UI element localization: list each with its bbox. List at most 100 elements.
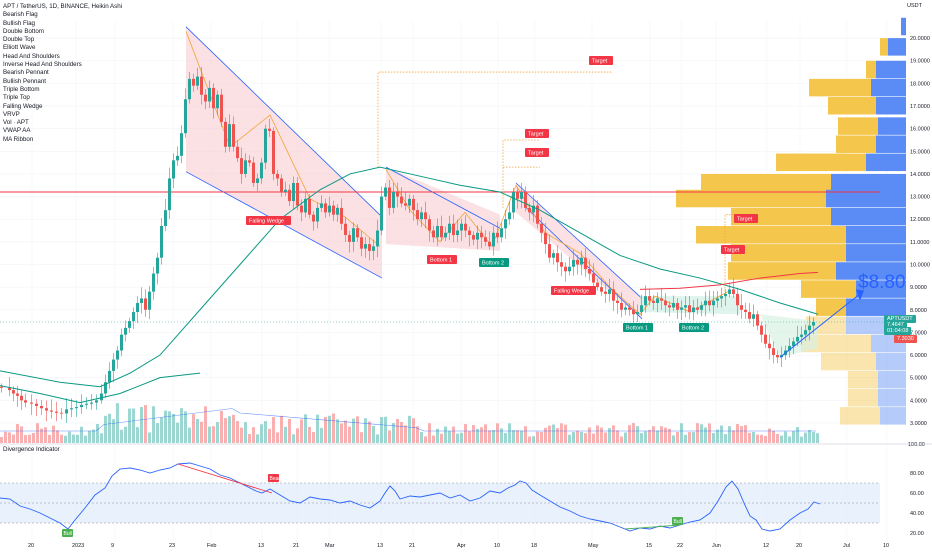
y-tick-label: 9.0000: [910, 285, 927, 291]
candle-body: [644, 296, 647, 306]
volume-profile-bar: [856, 280, 906, 298]
volume-bar: [300, 419, 303, 443]
indicator-item[interactable]: VWAP AA: [3, 127, 31, 135]
volume-profile-bar: [848, 370, 878, 389]
volume-bar: [100, 433, 103, 443]
candle-body: [164, 210, 167, 226]
candle-body: [804, 330, 807, 335]
volume-bar: [368, 421, 371, 443]
indicator-item[interactable]: Double Bottom: [3, 27, 44, 35]
chart-title[interactable]: APT / TetherUS, 1D, BINANCE, Heikin Ashi: [3, 3, 123, 10]
candle-body: [284, 189, 287, 193]
volume-bar: [480, 427, 483, 443]
volume-bar: [132, 408, 135, 443]
y-tick-label: 14.0000: [910, 172, 930, 178]
indicator-item[interactable]: Falling Wedge: [3, 102, 43, 110]
volume-bar: [88, 430, 91, 443]
volume-bar: [120, 429, 123, 443]
candle-body: [288, 189, 291, 202]
candle-body: [648, 296, 651, 301]
volume-bar: [584, 433, 587, 443]
candle-body: [812, 321, 815, 326]
osc-y-tick-label: 20.00: [910, 531, 924, 537]
volume-bar: [232, 414, 235, 443]
volume-bar: [108, 413, 111, 443]
volume-bar: [700, 424, 703, 443]
volume-bar: [532, 436, 535, 443]
candle-body: [200, 76, 203, 95]
candle-body: [724, 293, 727, 297]
x-tick-label: Mar: [325, 543, 335, 549]
indicator-item[interactable]: Triple Bottom: [3, 85, 40, 93]
y-tick-label: 18.0000: [910, 81, 930, 87]
candle-body: [312, 214, 315, 222]
candle-body: [704, 300, 707, 306]
double-bottom-area: [386, 167, 500, 251]
pattern-label: Bottom 2: [482, 261, 504, 267]
candle-body: [332, 205, 335, 215]
volume-bar: [60, 434, 63, 443]
volume-bar: [40, 428, 43, 443]
volume-bar: [764, 435, 767, 443]
indicator-item[interactable]: MA Ribbon: [3, 135, 34, 143]
candle-body: [308, 198, 311, 215]
candle-body: [116, 350, 119, 360]
candle-body: [624, 307, 627, 310]
volume-bar: [544, 427, 547, 443]
candle-body: [324, 203, 327, 213]
volume-profile-bar: [871, 78, 906, 97]
indicator-item[interactable]: Double Top: [3, 36, 35, 44]
indicator-item[interactable]: Triple Top: [3, 94, 30, 102]
candle-body: [144, 298, 147, 310]
signal-label-bg: [672, 517, 683, 525]
volume-bar: [472, 425, 475, 443]
volume-profile: [676, 17, 906, 425]
volume-bar: [696, 423, 699, 443]
indicator-list: Bearish Flag Bullish Flag Double Bottom Dou…: [3, 11, 122, 144]
candle-body: [340, 207, 343, 224]
indicator-item[interactable]: Bearish Flag: [3, 11, 38, 19]
x-tick-label: 12: [763, 543, 769, 549]
candle-body: [70, 408, 73, 410]
candle-body: [272, 130, 275, 174]
volume-bar: [776, 433, 779, 443]
volume-bar: [324, 416, 327, 443]
volume-bar: [360, 432, 363, 443]
volume-bar: [712, 433, 715, 443]
x-tick-label: 20: [796, 543, 802, 549]
volume-bar: [136, 427, 139, 443]
candle-body: [576, 259, 579, 265]
price-tag: 01:04:08: [884, 327, 912, 335]
volume-bar: [260, 424, 263, 443]
volume-bar: [452, 426, 455, 443]
pattern-label-bg: [479, 258, 509, 267]
volume-bar: [328, 415, 331, 443]
moving-average-line: [0, 166, 819, 388]
volume-bar: [332, 413, 335, 443]
x-tick-label: 15: [646, 543, 652, 549]
indicator-item[interactable]: Elliott Wave: [3, 44, 36, 52]
volume-bar: [632, 423, 635, 443]
volume-bar: [188, 427, 191, 443]
y-tick-label: 6.0000: [910, 353, 927, 359]
volume-bar: [788, 436, 791, 443]
volume-bar: [616, 430, 619, 443]
volume-bar: [316, 414, 319, 443]
indicator-item[interactable]: VRVP: [3, 110, 20, 118]
oscillator-title[interactable]: Divergence Indicator: [3, 446, 60, 453]
candle-body: [608, 289, 611, 294]
indicator-item[interactable]: Bullish Pennant: [3, 77, 46, 85]
volume-bar: [264, 421, 267, 443]
indicator-item[interactable]: Bullish Flag: [3, 19, 35, 27]
indicator-item[interactable]: Head And Shoulders: [3, 52, 60, 60]
candle-body: [716, 298, 719, 301]
indicator-item[interactable]: Inverse Head And Shoulders: [3, 61, 82, 69]
candle-body: [536, 205, 539, 224]
volume-bar: [704, 427, 707, 443]
x-tick-label: 2023: [72, 543, 84, 549]
indicator-item[interactable]: Vol · APT: [3, 119, 29, 127]
candle-body: [228, 124, 231, 147]
candle-body: [776, 355, 779, 358]
indicator-item[interactable]: Bearish Pennant: [3, 69, 49, 77]
